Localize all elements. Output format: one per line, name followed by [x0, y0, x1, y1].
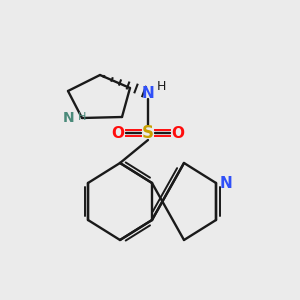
- Text: N: N: [142, 85, 154, 100]
- Text: H: H: [78, 112, 86, 122]
- Text: H: H: [156, 80, 166, 92]
- Text: N: N: [220, 176, 232, 190]
- Text: S: S: [142, 124, 154, 142]
- Text: N: N: [63, 111, 75, 125]
- Text: O: O: [172, 125, 184, 140]
- Text: O: O: [112, 125, 124, 140]
